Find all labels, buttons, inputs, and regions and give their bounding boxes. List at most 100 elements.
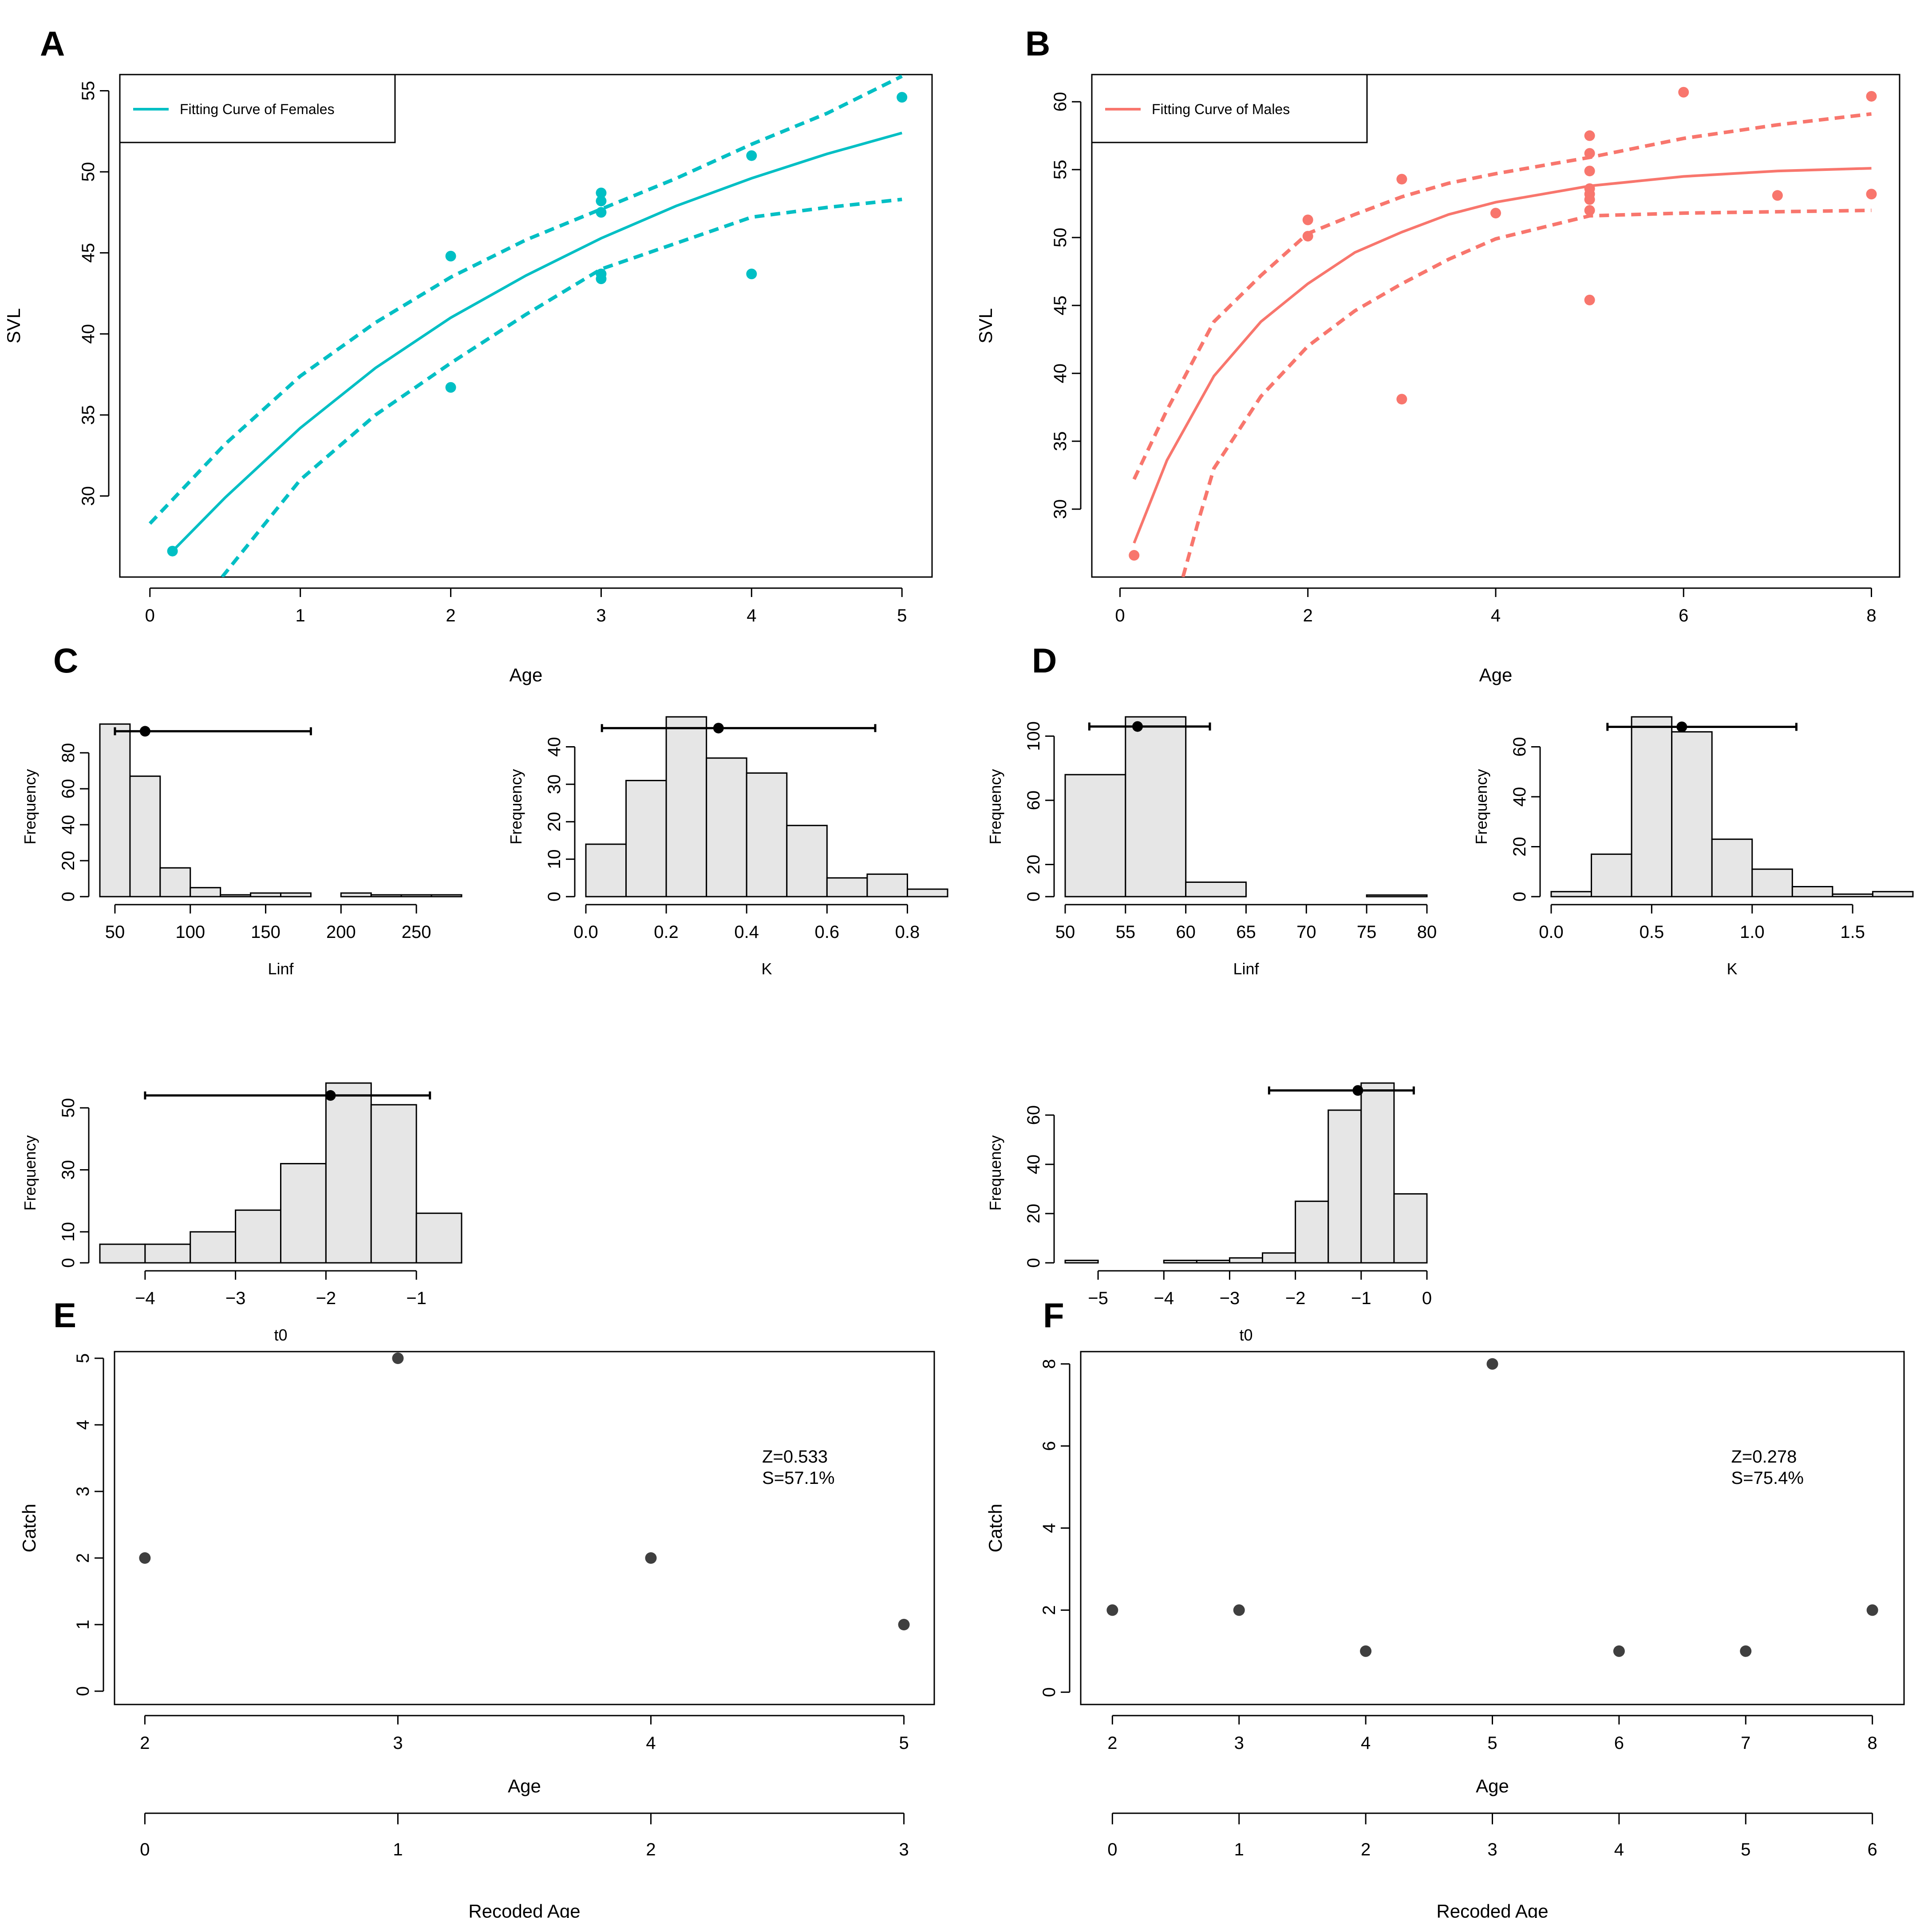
y-tick-label: 4 bbox=[73, 1420, 93, 1430]
histogram-bar bbox=[1262, 1252, 1296, 1264]
data-point bbox=[1106, 1604, 1118, 1616]
ci-lower-line bbox=[1181, 208, 1872, 577]
histogram-bar bbox=[280, 1163, 327, 1264]
x-axis-D-t0: −5 −4 −3 −2 −1 0 t0 bbox=[1088, 1270, 1432, 1344]
data-point bbox=[1490, 208, 1501, 219]
growth-chart-B: Fitting Curve of Males bbox=[1091, 74, 1900, 578]
x-tick-label: 2 bbox=[1107, 1733, 1117, 1753]
x-tick-label: 3 bbox=[393, 1733, 403, 1753]
x-tick-label: 0.5 bbox=[1640, 922, 1664, 942]
x2-axis-title: Recoded Age bbox=[468, 1901, 580, 1918]
y-tick-label: 100 bbox=[1024, 721, 1043, 751]
y-tick-label: 0 bbox=[59, 1258, 78, 1268]
y-tick-label: 55 bbox=[1051, 160, 1070, 180]
x-tick-label: 0.8 bbox=[895, 922, 920, 942]
data-point bbox=[746, 269, 757, 280]
x-axis-C-Linf: 50 100 150 200 250 Linf bbox=[105, 904, 431, 978]
data-point bbox=[746, 150, 757, 161]
x-tick-label: 0.6 bbox=[815, 922, 840, 942]
legend: Fitting Curve of Females bbox=[119, 74, 396, 143]
legend-label: Fitting Curve of Males bbox=[1152, 101, 1290, 117]
x-tick-label: 250 bbox=[402, 922, 431, 942]
data-point bbox=[445, 250, 456, 261]
y-tick-label: 5 bbox=[73, 1353, 93, 1363]
x-tick-label: 150 bbox=[251, 922, 281, 942]
y-axis-title: Frequency bbox=[507, 769, 525, 844]
annotation-s: S=75.4% bbox=[1731, 1468, 1803, 1488]
x-tick-label: 7 bbox=[1741, 1733, 1750, 1753]
data-point bbox=[1866, 189, 1877, 200]
y-tick-label: 50 bbox=[79, 162, 98, 182]
histogram-bar bbox=[250, 892, 281, 898]
x-tick-label: 4 bbox=[646, 1733, 656, 1753]
y-tick-label: 45 bbox=[79, 243, 98, 263]
y-tick-label: 60 bbox=[1510, 737, 1529, 757]
x2-tick-label: 0 bbox=[140, 1840, 150, 1859]
x-tick-label: 0 bbox=[1115, 606, 1125, 625]
ci-lower-line bbox=[221, 198, 902, 577]
y-tick-label: 0 bbox=[59, 892, 78, 902]
histogram-bar bbox=[665, 716, 707, 898]
data-point bbox=[167, 546, 178, 557]
histogram-bar bbox=[1550, 891, 1592, 898]
y-tick-label: 30 bbox=[59, 1160, 78, 1180]
data-point bbox=[1360, 1645, 1372, 1657]
y-tick-label: 0 bbox=[1510, 892, 1529, 902]
histogram-bar bbox=[1791, 886, 1833, 898]
histogram-bar bbox=[1872, 891, 1914, 898]
x2-axis-F: 0 1 2 3 4 5 6 Recoded Age bbox=[1107, 1812, 1877, 1918]
y-axis-D-t0: 0 20 40 60 Frequency bbox=[986, 1105, 1055, 1268]
x-tick-label: 0 bbox=[1422, 1289, 1432, 1308]
histogram-bar bbox=[906, 888, 948, 898]
x-tick-label: 2 bbox=[140, 1733, 150, 1753]
y-tick-label: 60 bbox=[1051, 92, 1070, 112]
histogram-bar bbox=[1591, 853, 1632, 898]
x-tick-label: 0.4 bbox=[734, 922, 759, 942]
y-tick-label: 20 bbox=[1510, 837, 1529, 857]
x-axis-D-Linf: 50 55 60 65 70 75 80 Linf bbox=[1055, 904, 1437, 978]
histogram-bar bbox=[370, 894, 402, 898]
y-tick-label: 60 bbox=[1024, 791, 1043, 811]
data-point bbox=[1302, 214, 1313, 225]
x-axis-title: Linf bbox=[268, 960, 294, 978]
histogram-bar bbox=[280, 892, 312, 898]
y-tick-label: 0 bbox=[1039, 1687, 1059, 1697]
data-point bbox=[596, 207, 607, 218]
data-point bbox=[392, 1352, 404, 1364]
data-point bbox=[1129, 550, 1140, 561]
x2-tick-label: 0 bbox=[1107, 1840, 1117, 1859]
histogram-bar bbox=[340, 892, 372, 898]
histogram-bar bbox=[706, 757, 747, 898]
y-axis-C-Linf: 0 20 40 60 80 Frequency bbox=[21, 743, 90, 902]
y-tick-label: 2 bbox=[73, 1553, 93, 1563]
plot-frame bbox=[1080, 1351, 1905, 1705]
x-axis-title: Age bbox=[508, 1776, 541, 1796]
data-point bbox=[1486, 1358, 1498, 1370]
x-tick-label: −4 bbox=[135, 1289, 155, 1308]
y-tick-label: 0 bbox=[1024, 1258, 1043, 1268]
histogram-bar bbox=[400, 894, 432, 898]
estimate-point bbox=[139, 726, 150, 737]
histogram-bar bbox=[1711, 838, 1753, 898]
histogram-bar bbox=[1631, 716, 1673, 898]
x-tick-label: −3 bbox=[225, 1289, 246, 1308]
data-point bbox=[596, 187, 607, 198]
x-axis-A: 0 1 2 3 4 5 Age bbox=[145, 587, 907, 685]
histogram-D-t0 bbox=[1064, 1082, 1428, 1264]
data-point bbox=[1584, 130, 1595, 141]
histogram-bar bbox=[431, 894, 462, 898]
x-axis-D-K: 0.0 0.5 1.0 1.5 K bbox=[1539, 904, 1865, 978]
x-tick-label: 2 bbox=[1303, 606, 1313, 625]
y-tick-label: 10 bbox=[59, 1222, 78, 1242]
histogram-bar bbox=[1295, 1200, 1329, 1264]
x-tick-label: 0.0 bbox=[1539, 922, 1564, 942]
histogram-bar bbox=[235, 1209, 281, 1264]
histogram-bar bbox=[1196, 1259, 1230, 1264]
histogram-bar bbox=[826, 877, 868, 898]
x2-tick-label: 2 bbox=[1361, 1840, 1371, 1859]
x-tick-label: 1.5 bbox=[1840, 922, 1865, 942]
y-tick-label: 0 bbox=[73, 1686, 93, 1696]
y-axis-D-Linf: 0 20 60 100 Frequency bbox=[986, 721, 1055, 902]
ci-upper-line bbox=[1132, 112, 1872, 480]
